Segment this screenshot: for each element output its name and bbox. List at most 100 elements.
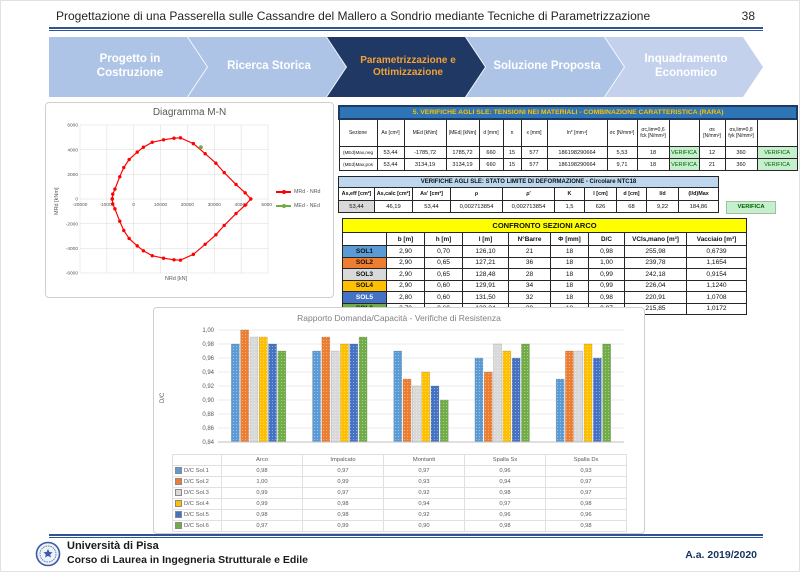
table-cell: 68 [616, 200, 647, 213]
value-cell: 0,96 [545, 509, 627, 521]
svg-text:10000: 10000 [154, 202, 168, 208]
flow-step-label: Progetto in Costruzione [96, 53, 164, 79]
flow-step-5: Inquadramento Economico [605, 37, 763, 97]
value-cell: 0,97 [221, 520, 303, 532]
process-flow: Progetto in Costruzione Ricerca Storica Pa… [49, 37, 765, 97]
column-header: d [cm] [616, 187, 647, 201]
value-cell: 0,97 [464, 498, 546, 510]
legend-label: MRd - NRd [294, 189, 321, 195]
table-cell: 0,002713854 [450, 200, 503, 213]
table-cell: (MEd)Max,neg [338, 146, 378, 159]
column-header: As,calc [cm²] [374, 187, 413, 201]
page-number: 38 [741, 9, 755, 23]
mn-chart-title: Diagramma M-N [152, 107, 227, 118]
table-cell: 18 [636, 158, 670, 171]
value-cell: 0,99 [302, 520, 384, 532]
dc-chart-title: Rapporto Domanda/Capacità - Verifiche di… [297, 313, 501, 323]
table-cell: 2,90 [386, 268, 425, 281]
column-header: n [502, 118, 522, 147]
value-cell: 0,93 [545, 465, 627, 477]
dc-chart-plot: 0,84 0,86 0,88 0,90 0,92 0,94 0,96 0,98 1,00 [202, 328, 624, 446]
table-cell: 18 [550, 256, 589, 269]
value-cell: 0,97 [545, 487, 627, 499]
table-cell: 18 [550, 291, 589, 304]
table-cell: 626 [584, 200, 617, 213]
svg-text:6000: 6000 [67, 123, 78, 129]
table-cell: (MEd)Max,pos [338, 158, 378, 171]
table-row: D/C Sol.1 0,98 0,97 0,97 0,96 0,93 [172, 465, 627, 477]
footer-course: Corso di Laurea in Ingegneria Struttural… [67, 554, 308, 566]
table-cell: 186198290664 [546, 146, 608, 159]
column-header: (l/d)Max [677, 187, 720, 201]
table-row: D/C Sol.3 0,99 0,97 0,92 0,98 0,97 [172, 487, 627, 499]
table-cell: 128,48 [462, 268, 509, 281]
category-header: Montanti [383, 454, 465, 466]
table-cell: 34 [508, 279, 551, 292]
value-cell: 0,98 [545, 520, 627, 532]
value-cell: 0,97 [302, 465, 384, 477]
mn-chart-xlabel: NRd [kN] [164, 276, 188, 282]
svg-text:0,96: 0,96 [202, 356, 214, 362]
table-confronto-sezioni-arco: CONFRONTO SEZIONI ARCO b [m] h [m] l [m] N°B… [341, 218, 748, 315]
table-row: SOL2 2,90 0,65 127,21 36 18 1,00 239,78 1,1654 [342, 256, 748, 269]
column-header: h [m] [424, 232, 463, 246]
column-header: ρ [450, 187, 503, 201]
table-cell: 9,71 [606, 158, 638, 171]
svg-text:0,98: 0,98 [202, 342, 214, 348]
table-row: SOL1 2,90 0,70 126,10 21 18 0,98 255,98 0,6739 [342, 245, 748, 258]
column-header: N°Barre [508, 232, 551, 246]
table-cell: 242,18 [624, 268, 687, 281]
table-cell: 0,6739 [685, 245, 748, 258]
svg-text:20000: 20000 [181, 202, 195, 208]
footer-university: Università di Pisa [67, 540, 159, 552]
table-cell: 129,91 [462, 279, 509, 292]
flow-step-label: Soluzione Proposta [493, 60, 601, 73]
column-header: l [cm] [584, 187, 617, 201]
table-cell: 0,60 [424, 291, 463, 304]
column-header: d [mm] [478, 118, 504, 147]
solution-label: SOL5 [342, 291, 387, 304]
table-cell: 32 [508, 291, 551, 304]
value-cell: 0,98 [302, 498, 384, 510]
legend-key-icon [175, 511, 182, 519]
column-header: D/C [588, 232, 625, 246]
table-cell: 1,00 [588, 256, 625, 269]
table-cell: VERIFICA [756, 158, 798, 171]
table-row: (MEd)Max,pos 53,44 3134,19 3134,19 660 15 577 1… [338, 158, 798, 171]
value-cell: 0,99 [221, 498, 303, 510]
mn-chart-legend: MRd - NRd MEd - NEd [276, 189, 321, 209]
solution-label: SOL3 [342, 268, 387, 281]
footer-year: A.a. 2019/2020 [685, 549, 757, 561]
table-cell: 577 [520, 146, 548, 159]
table-cell: 0,65 [424, 268, 463, 281]
slide-title: Progettazione di una Passerella sulle Ca… [56, 9, 651, 23]
svg-text:-6000: -6000 [66, 271, 79, 277]
column-header: As [cm²] [376, 118, 405, 147]
table-cell: 2,90 [386, 245, 425, 258]
table-cell: 0,9154 [685, 268, 748, 281]
table-cell: 0,98 [588, 291, 625, 304]
table-cell: 2,90 [386, 279, 425, 292]
table-cell: 28 [508, 268, 551, 281]
column-header: MEd [kNm] [403, 118, 447, 147]
table-cell: 1,5 [554, 200, 585, 213]
table-cell: VERIFICA [756, 146, 798, 159]
value-cell: 0,94 [464, 476, 546, 488]
flow-step-3: Parametrizzazione e Ottimizzazione [327, 37, 485, 97]
table-cell: 0,99 [588, 268, 625, 281]
column-header: ρ' [502, 187, 555, 201]
svg-text:-20000: -20000 [73, 202, 88, 208]
table-row: D/C Sol.4 0,99 0,98 0,94 0,97 0,98 [172, 498, 627, 510]
table-title: CONFRONTO SEZIONI ARCO [341, 218, 748, 233]
table-cell: 18 [550, 279, 589, 292]
unipi-logo [35, 541, 61, 571]
series-label: D/C Sol.6 [172, 520, 222, 532]
table-cell: 0,002713854 [502, 200, 555, 213]
corner-cell [172, 454, 222, 466]
table-cell: 21 [508, 245, 551, 258]
table-title: 5. VERIFICHE AGLI SLE: TENSIONI NEI MATE… [337, 105, 799, 120]
confronto-table: CONFRONTO SEZIONI ARCO b [m] h [m] l [m] N°B… [341, 218, 748, 315]
table-cell: 360 [724, 158, 758, 171]
table-row: D/C Sol.2 1,00 0,99 0,93 0,94 0,97 [172, 476, 627, 488]
table-cell: 1785,72 [445, 146, 480, 159]
